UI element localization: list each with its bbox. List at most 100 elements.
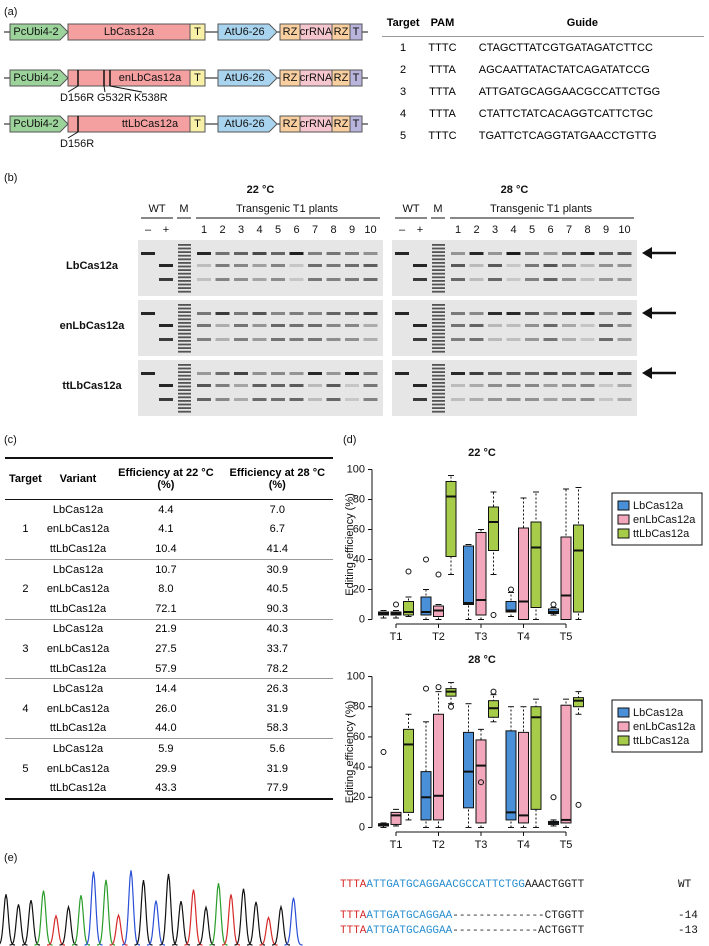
table-cell: 33.7	[266, 642, 288, 655]
target-cell: 5	[5, 738, 46, 799]
lane-group: Transgenic T1 plants	[236, 203, 339, 215]
sequence-segment: TTTA	[340, 910, 367, 922]
sequence-segment: -------------ACTGGTT	[452, 925, 584, 937]
trace-peak	[209, 883, 228, 946]
gel-band	[488, 278, 502, 281]
element-label: RZ	[283, 118, 298, 130]
gel-band	[469, 312, 484, 315]
gel-band	[562, 278, 576, 281]
gel-band	[345, 372, 359, 375]
gel-band	[159, 278, 173, 281]
gel-band	[289, 264, 304, 267]
ladder-band	[178, 280, 191, 282]
mutation-pointer	[67, 85, 79, 93]
trace-peak	[21, 899, 41, 946]
ladder-band	[432, 258, 445, 261]
trace-peak	[259, 915, 278, 946]
element	[189, 115, 206, 133]
y-tick-label: 60	[353, 731, 365, 743]
gel-band	[308, 252, 322, 255]
box	[463, 731, 474, 809]
lane-label: 1	[201, 224, 207, 236]
gel-band	[488, 384, 502, 387]
variant-label: ttLbCas12a	[62, 380, 122, 392]
ladder-band	[432, 311, 445, 313]
gel-band	[599, 384, 613, 387]
box	[530, 706, 542, 810]
element-label: T	[353, 118, 360, 130]
arrow-head	[642, 247, 652, 259]
ladder-band	[432, 392, 445, 395]
table-cell: 72.1	[155, 602, 177, 615]
element-label: T	[353, 26, 360, 38]
table-cell: 31.9	[266, 762, 288, 775]
sequence-segment: ATTGATGCAGGAA	[366, 910, 452, 922]
element-label: RZ	[334, 26, 349, 38]
outlier	[490, 688, 497, 695]
arrow-head	[642, 367, 652, 379]
gel-band	[562, 338, 576, 341]
gel-band	[525, 324, 539, 327]
gel-band	[580, 398, 595, 401]
arrow-head	[642, 307, 652, 319]
gel-image	[392, 240, 637, 296]
y-tick-label: 0	[359, 821, 365, 833]
gel-band	[580, 324, 595, 327]
gel-band	[506, 372, 521, 375]
gel-band	[580, 338, 595, 341]
y-tick-label: 80	[353, 701, 365, 713]
gel-band	[599, 338, 613, 341]
outlier	[423, 685, 429, 692]
gel-band	[197, 324, 211, 327]
gel-band	[469, 264, 484, 267]
box	[505, 601, 517, 613]
gel-band	[580, 372, 595, 375]
legend-frame	[611, 492, 703, 546]
gel-band	[543, 312, 558, 315]
gel-band	[271, 372, 285, 375]
outlier	[393, 601, 399, 608]
panel-label: (d)	[343, 434, 356, 446]
gel-band	[525, 264, 539, 267]
variant-label: enLbCas12a	[60, 320, 126, 332]
ladder-band	[432, 374, 445, 377]
lane-label: 10	[618, 224, 630, 236]
gel-band	[289, 384, 304, 387]
gel-band	[345, 398, 359, 401]
gel-band	[252, 338, 267, 341]
ladder-band	[178, 283, 191, 286]
ladder-band	[432, 407, 445, 409]
box	[518, 527, 529, 620]
legend-label: LbCas12a	[633, 707, 684, 719]
legend-swatch	[617, 721, 630, 732]
gel-band	[562, 324, 576, 327]
gel-image	[138, 360, 383, 416]
gel-band	[234, 278, 248, 281]
x-tick-label: T4	[517, 631, 530, 643]
ladder-band	[432, 307, 445, 310]
table-cell: 6.7	[269, 523, 285, 536]
element-label: T	[194, 26, 201, 38]
ladder-band	[178, 392, 191, 395]
element-label: AtU6-26	[224, 72, 264, 84]
lane-label: 7	[566, 224, 572, 236]
gel-band	[599, 264, 613, 267]
ladder-band	[432, 371, 445, 373]
header-cell: Target	[382, 10, 425, 37]
header-row: Target PAM Guide	[382, 10, 704, 37]
gel-band	[562, 252, 576, 255]
y-tick-label: 20	[353, 583, 365, 595]
table-row: 5 TTTC TGATTCTCAGGTATGAACCTGTTG	[382, 125, 704, 147]
ladder-band	[178, 307, 191, 310]
gel-band	[363, 398, 378, 401]
gel-band	[271, 312, 285, 315]
gel-band	[308, 398, 322, 401]
x-tick-label: T1	[390, 839, 403, 851]
gel-band	[326, 372, 341, 375]
gel-band	[308, 264, 322, 267]
gel-band	[617, 252, 632, 255]
mutation-label: D156R	[60, 138, 94, 150]
mutation-label: G532R	[97, 92, 132, 104]
ladder-band	[178, 410, 191, 413]
